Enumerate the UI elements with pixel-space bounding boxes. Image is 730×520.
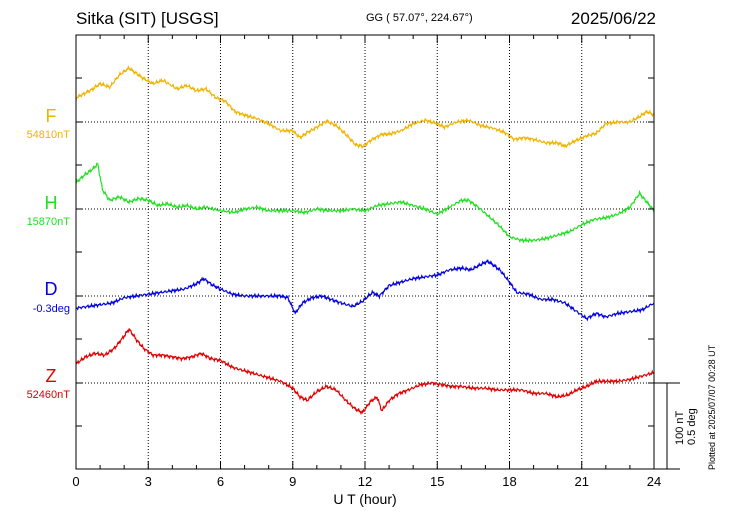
series-line-h <box>75 162 655 244</box>
series-line-f <box>75 65 655 150</box>
x-tick-label: 3 <box>145 474 152 489</box>
plotted-timestamp: Plotted at 2025/07/07 00:28 UT <box>704 340 720 470</box>
channel-f-baseline: 54810nT <box>26 129 70 141</box>
x-tick-label: 15 <box>430 474 444 489</box>
x-tick-label: 18 <box>502 474 516 489</box>
channel-z-label: Z <box>45 366 57 386</box>
axis-ticks: 0 3 6 9 12 15 18 21 24 <box>72 34 661 489</box>
x-tick-label: 0 <box>72 474 79 489</box>
x-tick-label: 24 <box>647 474 661 489</box>
scale-label-deg: 0.5 deg <box>686 408 698 445</box>
channel-d-baseline: -0.3deg <box>32 303 70 315</box>
x-tick-label: 21 <box>575 474 589 489</box>
scale-bar: 100 nT 0.5 deg <box>654 382 698 470</box>
plotted-timestamp-text: Plotted at 2025/07/07 00:28 UT <box>707 344 717 470</box>
x-tick-label: 6 <box>217 474 224 489</box>
channel-h-label: H <box>44 193 58 213</box>
series-line-d <box>75 259 655 322</box>
station-coordinates: GG ( 57.07°, 224.67°) <box>366 12 473 24</box>
channel-f-label: F <box>45 106 57 126</box>
series-lines <box>75 65 655 416</box>
scale-label-nt: 100 nT <box>674 410 686 445</box>
grid <box>76 35 654 469</box>
x-tick-label: 9 <box>289 474 296 489</box>
chart-date: 2025/06/22 <box>570 9 656 28</box>
channel-z-baseline: 52460nT <box>26 389 70 401</box>
x-tick-label: 12 <box>358 474 372 489</box>
channel-d-label: D <box>44 279 58 299</box>
x-axis-label: U T (hour) <box>333 491 396 507</box>
series-line-z <box>75 328 655 416</box>
station-title: Sitka (SIT) [USGS] <box>76 9 219 28</box>
channel-h-baseline: 15870nT <box>26 216 70 228</box>
svg-text:Plotted at 2025/07/07 00:28 UT: Plotted at 2025/07/07 00:28 UT <box>707 344 717 470</box>
